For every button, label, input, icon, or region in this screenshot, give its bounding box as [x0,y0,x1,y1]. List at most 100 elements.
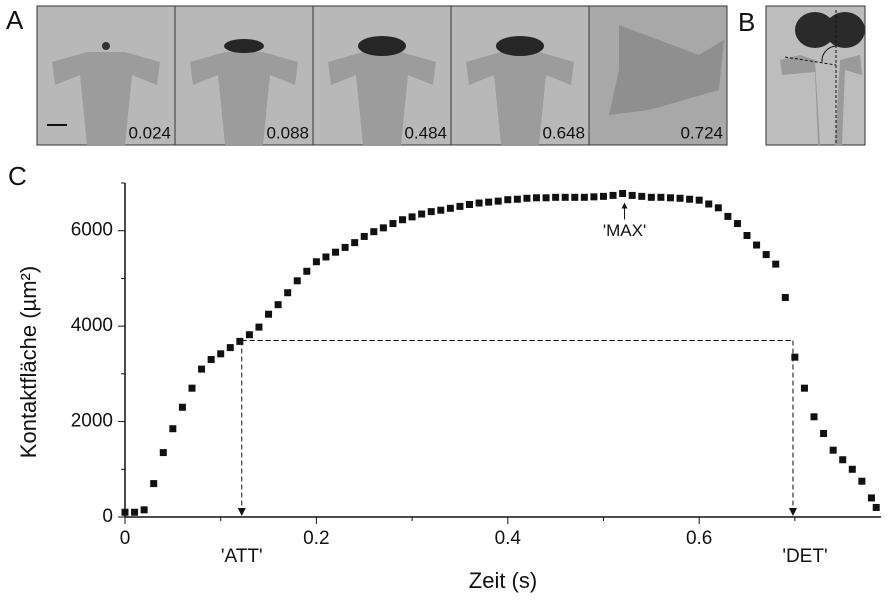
image-frame: 0.484 [312,5,452,146]
data-point [188,384,196,392]
data-point [332,248,340,256]
data-point [820,430,828,437]
data-point [800,384,808,392]
arrow-head [237,508,246,516]
pad-contact [358,36,406,56]
x-tick-label: 0.6 [686,528,712,549]
data-point [437,206,445,214]
data-point [619,189,627,197]
image-frame: 0.024 [36,5,176,146]
time-label: 0.724 [680,123,723,142]
data-point [762,251,770,259]
data-point [552,193,560,201]
x-tick-label: 0.4 [495,528,522,549]
data-point [178,403,186,411]
data-point [265,310,273,318]
data-point [628,191,636,199]
data-point [638,192,646,200]
data-point [848,465,856,473]
data-point [379,224,387,232]
data-point [839,456,847,464]
image-frame: 0.088 [174,5,314,146]
data-point [131,508,139,516]
data-point [580,193,588,201]
data-point [504,196,512,204]
data-point [829,446,837,454]
data-point [599,192,607,200]
panel-label: B [738,7,755,37]
data-point [226,344,234,352]
data-point [303,267,311,275]
x-tick-label: 0 [120,528,131,549]
data-point [360,232,368,240]
data-point [140,506,148,514]
data-point [513,195,521,203]
data-point [571,193,579,201]
data-point [494,197,502,205]
data-point [523,194,531,202]
data-point [485,198,493,206]
data-point [858,477,866,485]
data-point [198,365,206,373]
data-point [341,243,349,251]
data-point [686,195,694,203]
data-point [542,194,550,202]
data-point [456,202,464,210]
time-label: 0.024 [128,123,171,142]
data-point [274,301,282,309]
data-point [207,356,215,364]
data-point [427,208,435,216]
leg-shape [190,52,298,145]
data-point [312,258,320,266]
annotation-label: 'ATT' [221,546,263,567]
x-tick-label: 0.2 [303,528,329,549]
data-point [743,231,751,239]
data-point [121,508,129,516]
data-point [255,323,263,331]
data-point [733,220,741,228]
data-point [236,337,244,345]
data-point [399,216,407,224]
arrow-head [788,508,797,516]
leg-shape [466,52,574,145]
data-point [666,194,674,202]
annotation-label: 'MAX' [603,221,646,240]
data-point [561,193,569,201]
time-label: 0.648 [542,123,585,142]
data-point [284,289,292,297]
data-point [705,200,713,208]
data-point [609,191,617,199]
data-point [657,193,665,201]
arrow-head [621,202,628,209]
leg-shape [609,25,724,115]
data-point [810,413,818,421]
data-point [408,213,416,221]
data-point [150,480,158,488]
panel-label: C [8,161,27,191]
data-point [772,260,780,268]
data-point [418,210,426,218]
data-point [389,220,397,228]
data-point [724,212,732,220]
data-point [590,193,598,201]
data-point [781,294,789,302]
y-tick-label: 2000 [71,411,113,432]
leg-shape [328,52,436,145]
data-point [245,331,253,339]
image-strip: 0.024 0.088 0.484 0.648 0.724 [36,5,728,146]
y-tick-label: 4000 [71,315,113,336]
y-axis-title: Kontaktfläche (µm²) [16,266,41,458]
data-point [647,193,655,201]
data-point [872,503,880,511]
data-point [466,200,474,208]
time-label: 0.088 [266,123,309,142]
data-point [532,194,540,202]
panel-label: A [6,5,24,35]
data-point [867,494,875,502]
data-point [714,204,722,212]
leg-shape [52,52,160,145]
pad-contact [496,36,544,56]
data-point [475,199,483,207]
data-point [217,350,225,358]
